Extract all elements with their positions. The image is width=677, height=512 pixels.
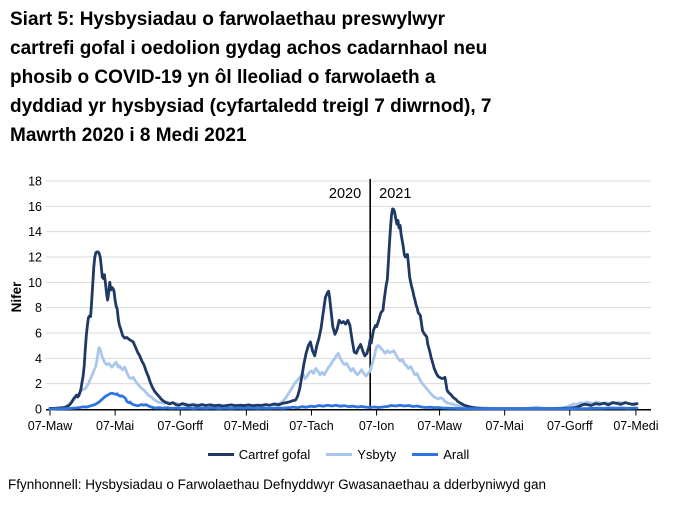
chart-title-line: Mawrth 2020 i 8 Medi 2021 xyxy=(10,125,247,146)
chart-title-line: phosib o COVID-19 yn ôl lleoliad o farwo… xyxy=(10,67,436,88)
y-tick-label: 0 xyxy=(35,403,42,417)
chart-title-line: Siart 5: Hysbysiadau o farwolaethau pres… xyxy=(10,9,446,30)
series-line-arall xyxy=(48,391,639,411)
legend-item-arall: Arall xyxy=(412,447,469,462)
legend-label-arall: Arall xyxy=(443,447,470,462)
series-line-cartref-gofal xyxy=(48,207,639,411)
legend-item-ysbyty: Ysbyty xyxy=(326,447,396,462)
chart-plot: 0 2 4 6 8 10 12 14 16 18 2020 2021 07-Maw 07-Mai 07-Go… xyxy=(28,175,659,434)
x-tick-label: 07-Mai xyxy=(96,419,134,433)
legend-label-cartref-gofal: Cartref gofal xyxy=(238,447,311,462)
chart-title: Siart 5: Hysbysiadau o farwolaethau pres… xyxy=(10,5,672,150)
x-tick-label: 07-Mai xyxy=(486,419,524,433)
legend-swatch-arall xyxy=(412,453,439,456)
legend: Cartref gofal Ysbyty Arall xyxy=(0,447,677,462)
x-tick-label: 07-Maw xyxy=(28,419,73,433)
legend-swatch-cartref-gofal xyxy=(207,453,234,456)
x-tick-label: 07-Tach xyxy=(289,419,334,433)
y-tick-label: 2 xyxy=(35,377,42,391)
x-tick-label: 07-Maw xyxy=(417,419,462,433)
y-tick-label: 10 xyxy=(28,276,42,290)
x-tick-label: 07-Medi xyxy=(613,419,658,433)
year-label-left: 2020 xyxy=(329,186,361,202)
year-label-right: 2021 xyxy=(379,186,411,202)
legend-item-cartref-gofal: Cartref gofal xyxy=(207,447,311,462)
source-note: Ffynhonnell: Hysbysiadau o Farwolaethau … xyxy=(8,477,547,492)
y-tick-label: 18 xyxy=(28,175,42,189)
x-tick-label: 07-Gorff xyxy=(547,419,593,433)
x-tick-label: 07-Ion xyxy=(359,419,394,433)
y-tick-label: 14 xyxy=(28,225,42,239)
y-tick-label: 16 xyxy=(28,200,42,214)
chart-title-line: cartrefi gofal i oedolion gydag achos ca… xyxy=(10,38,488,59)
x-tick-label: 07-Medi xyxy=(224,419,269,433)
y-tick-label: 4 xyxy=(35,352,42,366)
y-tick-label: 6 xyxy=(35,327,42,341)
legend-swatch-ysbyty xyxy=(326,453,353,456)
y-tick-label: 8 xyxy=(35,301,42,315)
x-tick-label: 07-Gorff xyxy=(157,419,203,433)
y-tick-label: 12 xyxy=(28,251,42,265)
chart-title-line: dyddiad yr hysbysiad (cyfartaledd treigl… xyxy=(10,96,492,117)
legend-label-ysbyty: Ysbyty xyxy=(357,447,397,462)
